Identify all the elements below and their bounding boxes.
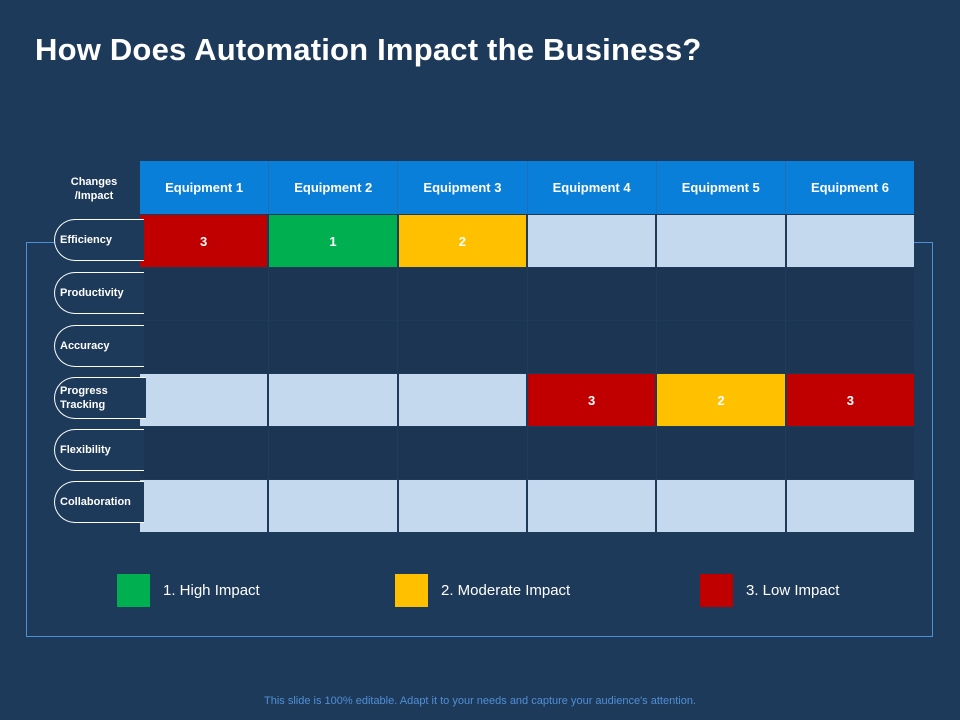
table-cell — [397, 321, 527, 373]
table-cell: 3 — [525, 374, 656, 426]
table-cell — [655, 427, 785, 479]
table-row-flexibility — [140, 426, 915, 479]
table-cell — [526, 268, 656, 320]
column-header-equipment-5: Equipment 5 — [655, 161, 785, 214]
table-cell — [655, 268, 785, 320]
table-cell — [784, 215, 914, 267]
table-cell: 3 — [784, 374, 914, 426]
table-cell — [396, 480, 526, 532]
table-cell — [655, 321, 785, 373]
table-cell — [140, 268, 269, 320]
table-cell — [140, 480, 268, 532]
table-cell — [140, 374, 268, 426]
slide-title: How Does Automation Impact the Business? — [35, 32, 702, 67]
table-cell — [268, 427, 398, 479]
table-cell — [784, 268, 915, 320]
table-cell — [140, 427, 269, 479]
table-cell — [784, 480, 914, 532]
table-row-collaboration — [140, 479, 914, 532]
table-cell — [655, 480, 785, 532]
table-cell — [267, 480, 397, 532]
table-cell — [268, 321, 398, 373]
legend-item-high-impact: 1. High Impact — [117, 574, 260, 607]
column-header-equipment-2: Equipment 2 — [268, 161, 398, 214]
table-cell — [525, 215, 656, 267]
row-label-accuracy: Accuracy — [54, 325, 144, 367]
table-header-row: Equipment 1 Equipment 2 Equipment 3 Equi… — [140, 161, 915, 214]
table-cell: 2 — [396, 215, 526, 267]
table-row-progress-tracking: 3 2 3 — [140, 373, 914, 426]
legend-swatch-yellow — [395, 574, 428, 607]
table-row-productivity — [140, 267, 915, 320]
column-header-equipment-1: Equipment 1 — [140, 161, 269, 214]
row-label-efficiency: Efficiency — [54, 219, 144, 261]
table-cell: 3 — [140, 215, 268, 267]
impact-table: Equipment 1 Equipment 2 Equipment 3 Equi… — [140, 161, 915, 532]
table-cell — [655, 215, 785, 267]
row-label-productivity: Productivity — [54, 272, 144, 314]
column-header-equipment-3: Equipment 3 — [397, 161, 527, 214]
table-cell — [397, 268, 527, 320]
table-row-accuracy — [140, 320, 915, 373]
table-cell — [784, 427, 915, 479]
table-cell — [267, 374, 397, 426]
table-cell — [784, 321, 915, 373]
table-cell — [140, 321, 269, 373]
table-cell: 1 — [267, 215, 397, 267]
table-cell — [396, 374, 526, 426]
legend-item-moderate-impact: 2. Moderate Impact — [395, 574, 570, 607]
legend-label: 3. Low Impact — [746, 582, 840, 599]
table-cell — [268, 268, 398, 320]
legend-label: 2. Moderate Impact — [441, 582, 571, 599]
table-cell — [525, 480, 656, 532]
table-cell — [526, 427, 656, 479]
row-label-collaboration: Collaboration — [54, 481, 144, 523]
legend-item-low-impact: 3. Low Impact — [700, 574, 839, 607]
table-row-efficiency: 3 1 2 — [140, 214, 914, 267]
legend-swatch-green — [117, 574, 150, 607]
footer-note: This slide is 100% editable. Adapt it to… — [264, 695, 696, 707]
row-label-progress-tracking: Progress Tracking — [54, 377, 146, 419]
column-header-equipment-4: Equipment 4 — [526, 161, 656, 214]
table-cell: 2 — [655, 374, 785, 426]
corner-label: Changes /Impact — [70, 176, 118, 202]
column-header-equipment-6: Equipment 6 — [784, 161, 915, 214]
legend-label: 1. High Impact — [163, 582, 260, 599]
table-cell — [526, 321, 656, 373]
table-cell — [397, 427, 527, 479]
legend-swatch-red — [700, 574, 733, 607]
row-label-flexibility: Flexibility — [54, 429, 144, 471]
